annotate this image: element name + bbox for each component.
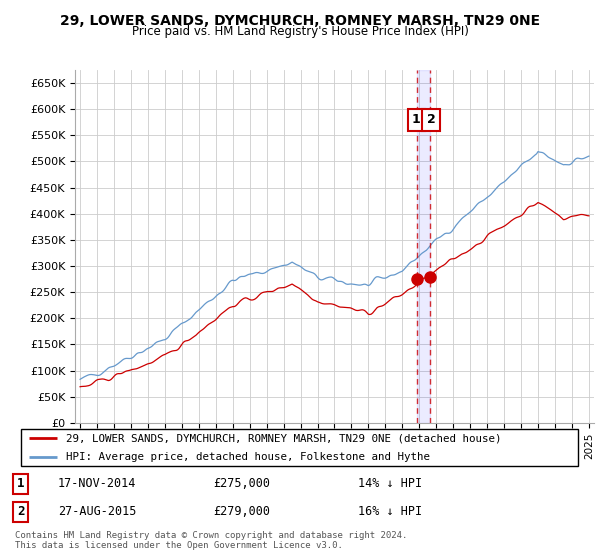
Bar: [417, 70, 430, 423]
Text: 29, LOWER SANDS, DYMCHURCH, ROMNEY MARSH, TN29 0NE (detached house): 29, LOWER SANDS, DYMCHURCH, ROMNEY MARSH…: [66, 433, 502, 443]
Text: £275,000: £275,000: [214, 477, 271, 490]
Text: 27-AUG-2015: 27-AUG-2015: [58, 505, 136, 519]
Text: 2: 2: [17, 505, 25, 519]
Text: 1: 1: [17, 477, 25, 490]
Text: 2: 2: [427, 113, 436, 126]
Text: £279,000: £279,000: [214, 505, 271, 519]
Text: 1: 1: [412, 113, 421, 126]
Text: 17-NOV-2014: 17-NOV-2014: [58, 477, 136, 490]
FancyBboxPatch shape: [21, 429, 578, 466]
Text: Price paid vs. HM Land Registry's House Price Index (HPI): Price paid vs. HM Land Registry's House …: [131, 25, 469, 38]
Text: Contains HM Land Registry data © Crown copyright and database right 2024.
This d: Contains HM Land Registry data © Crown c…: [15, 531, 407, 550]
Text: 14% ↓ HPI: 14% ↓ HPI: [358, 477, 422, 490]
Text: 29, LOWER SANDS, DYMCHURCH, ROMNEY MARSH, TN29 0NE: 29, LOWER SANDS, DYMCHURCH, ROMNEY MARSH…: [60, 14, 540, 28]
Text: HPI: Average price, detached house, Folkestone and Hythe: HPI: Average price, detached house, Folk…: [66, 452, 430, 461]
Text: 16% ↓ HPI: 16% ↓ HPI: [358, 505, 422, 519]
